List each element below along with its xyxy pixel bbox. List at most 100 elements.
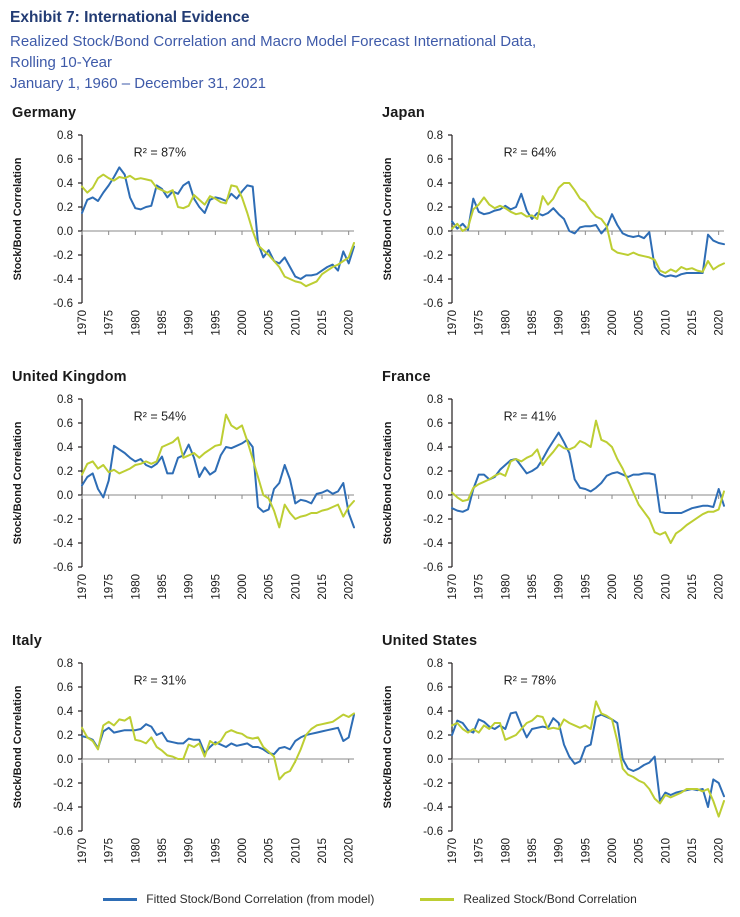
svg-text:0.8: 0.8 <box>57 658 73 670</box>
svg-text:1980: 1980 <box>130 310 142 336</box>
svg-text:Stock/Bond Correlation: Stock/Bond Correlation <box>12 157 24 280</box>
svg-text:2015: 2015 <box>687 838 699 864</box>
svg-text:2010: 2010 <box>290 838 302 864</box>
svg-text:2020: 2020 <box>344 838 356 864</box>
svg-text:1995: 1995 <box>580 574 592 600</box>
svg-text:0.2: 0.2 <box>427 466 443 478</box>
svg-text:0.2: 0.2 <box>57 466 73 478</box>
svg-text:0.0: 0.0 <box>427 490 443 502</box>
svg-text:2015: 2015 <box>687 310 699 336</box>
svg-text:2010: 2010 <box>660 310 672 336</box>
exhibit-header: Exhibit 7: International Evidence Realiz… <box>0 0 740 94</box>
chart-panel-united-kingdom: United Kingdom Stock/Bond Correlation 0.8… <box>0 362 370 626</box>
svg-text:-0.4: -0.4 <box>423 538 443 550</box>
svg-text:1990: 1990 <box>554 838 566 864</box>
svg-text:2005: 2005 <box>634 574 646 600</box>
chart-panel-japan: Japan Stock/Bond Correlation 0.8 0.6 0.4 0.2… <box>370 98 740 362</box>
svg-text:1990: 1990 <box>554 310 566 336</box>
svg-text:R² = 54%: R² = 54% <box>134 410 186 424</box>
svg-text:0.6: 0.6 <box>427 682 443 694</box>
svg-text:Stock/Bond Correlation: Stock/Bond Correlation <box>382 685 394 808</box>
svg-text:0.8: 0.8 <box>427 394 443 406</box>
svg-text:1995: 1995 <box>580 838 592 864</box>
legend-label-realized: Realized Stock/Bond Correlation <box>463 892 637 906</box>
svg-text:1970: 1970 <box>447 310 459 336</box>
chart-title-united-states: United States <box>382 633 478 649</box>
svg-text:-0.2: -0.2 <box>423 514 443 526</box>
svg-text:0.4: 0.4 <box>427 178 444 190</box>
chart-panel-united-states: United States Stock/Bond Correlation 0.8 0… <box>370 626 740 890</box>
svg-text:0.0: 0.0 <box>57 226 73 238</box>
svg-text:-0.4: -0.4 <box>423 274 443 286</box>
svg-text:0.8: 0.8 <box>427 658 443 670</box>
svg-text:1975: 1975 <box>474 310 486 336</box>
svg-text:2015: 2015 <box>317 310 329 336</box>
svg-text:Stock/Bond Correlation: Stock/Bond Correlation <box>382 157 394 280</box>
svg-text:0.6: 0.6 <box>57 154 73 166</box>
svg-text:0.4: 0.4 <box>57 442 74 454</box>
chart-title-italy: Italy <box>12 633 43 649</box>
chart-japan: Stock/Bond Correlation 0.8 0.6 0.4 0.2 0.0 -0.… <box>382 130 726 336</box>
svg-text:0.0: 0.0 <box>57 754 73 766</box>
svg-text:1970: 1970 <box>447 574 459 600</box>
svg-text:1975: 1975 <box>474 574 486 600</box>
chart-united-kingdom: Stock/Bond Correlation 0.8 0.6 0.4 0.2 0.0 -0.… <box>12 394 356 600</box>
svg-text:2000: 2000 <box>607 574 619 600</box>
svg-text:0.0: 0.0 <box>427 754 443 766</box>
svg-text:1980: 1980 <box>500 838 512 864</box>
svg-text:2005: 2005 <box>634 838 646 864</box>
svg-text:2020: 2020 <box>714 310 726 336</box>
svg-text:Stock/Bond Correlation: Stock/Bond Correlation <box>382 421 394 544</box>
svg-text:1995: 1995 <box>210 838 222 864</box>
svg-text:2010: 2010 <box>290 574 302 600</box>
svg-text:1970: 1970 <box>77 574 89 600</box>
svg-text:2005: 2005 <box>264 310 276 336</box>
svg-text:1985: 1985 <box>157 310 169 336</box>
svg-text:-0.4: -0.4 <box>53 274 73 286</box>
svg-text:1990: 1990 <box>184 310 196 336</box>
svg-text:2010: 2010 <box>660 574 672 600</box>
svg-text:-0.4: -0.4 <box>423 802 443 814</box>
svg-text:1985: 1985 <box>157 574 169 600</box>
svg-text:R² = 41%: R² = 41% <box>504 410 556 424</box>
svg-text:1975: 1975 <box>474 838 486 864</box>
svg-text:0.8: 0.8 <box>427 130 443 142</box>
svg-text:2020: 2020 <box>344 574 356 600</box>
svg-text:-0.2: -0.2 <box>53 778 73 790</box>
legend-item-realized: Realized Stock/Bond Correlation <box>420 892 637 906</box>
svg-text:0.8: 0.8 <box>57 394 73 406</box>
svg-text:0.6: 0.6 <box>57 682 73 694</box>
svg-text:1995: 1995 <box>210 310 222 336</box>
svg-text:2000: 2000 <box>237 310 249 336</box>
svg-text:1980: 1980 <box>130 838 142 864</box>
svg-text:R² = 64%: R² = 64% <box>504 146 556 160</box>
chart-united-states: Stock/Bond Correlation 0.8 0.6 0.4 0.2 0.0 -0.… <box>382 658 726 864</box>
chart-panel-france: France Stock/Bond Correlation 0.8 0.6 0.4 0.… <box>370 362 740 626</box>
svg-text:1990: 1990 <box>184 838 196 864</box>
svg-text:1985: 1985 <box>527 838 539 864</box>
svg-text:1985: 1985 <box>157 838 169 864</box>
svg-text:2000: 2000 <box>237 838 249 864</box>
fitted-line-swatch <box>103 897 138 901</box>
svg-text:-0.4: -0.4 <box>53 538 73 550</box>
chart-title-united-kingdom: United Kingdom <box>12 369 127 385</box>
svg-text:-0.2: -0.2 <box>423 778 443 790</box>
svg-text:Stock/Bond Correlation: Stock/Bond Correlation <box>12 685 24 808</box>
svg-text:1985: 1985 <box>527 310 539 336</box>
svg-text:2005: 2005 <box>634 310 646 336</box>
svg-text:-0.2: -0.2 <box>53 514 73 526</box>
svg-text:-0.6: -0.6 <box>423 562 443 574</box>
exhibit-title: Exhibit 7: International Evidence <box>10 9 250 26</box>
chart-panel-germany: Germany Stock/Bond Correlation 0.8 0.6 0.4 0… <box>0 98 370 362</box>
svg-text:1975: 1975 <box>104 310 116 336</box>
svg-text:-0.4: -0.4 <box>53 802 73 814</box>
svg-text:2020: 2020 <box>344 310 356 336</box>
svg-text:0.0: 0.0 <box>427 226 443 238</box>
svg-text:2015: 2015 <box>317 838 329 864</box>
chart-title-japan: Japan <box>382 105 425 121</box>
svg-text:1980: 1980 <box>500 310 512 336</box>
exhibit-subtitle-line2: Rolling 10-Year <box>10 54 113 71</box>
svg-text:2020: 2020 <box>714 838 726 864</box>
chart-france: Stock/Bond Correlation 0.8 0.6 0.4 0.2 0.0 -0.… <box>382 394 726 600</box>
svg-text:-0.6: -0.6 <box>53 562 73 574</box>
